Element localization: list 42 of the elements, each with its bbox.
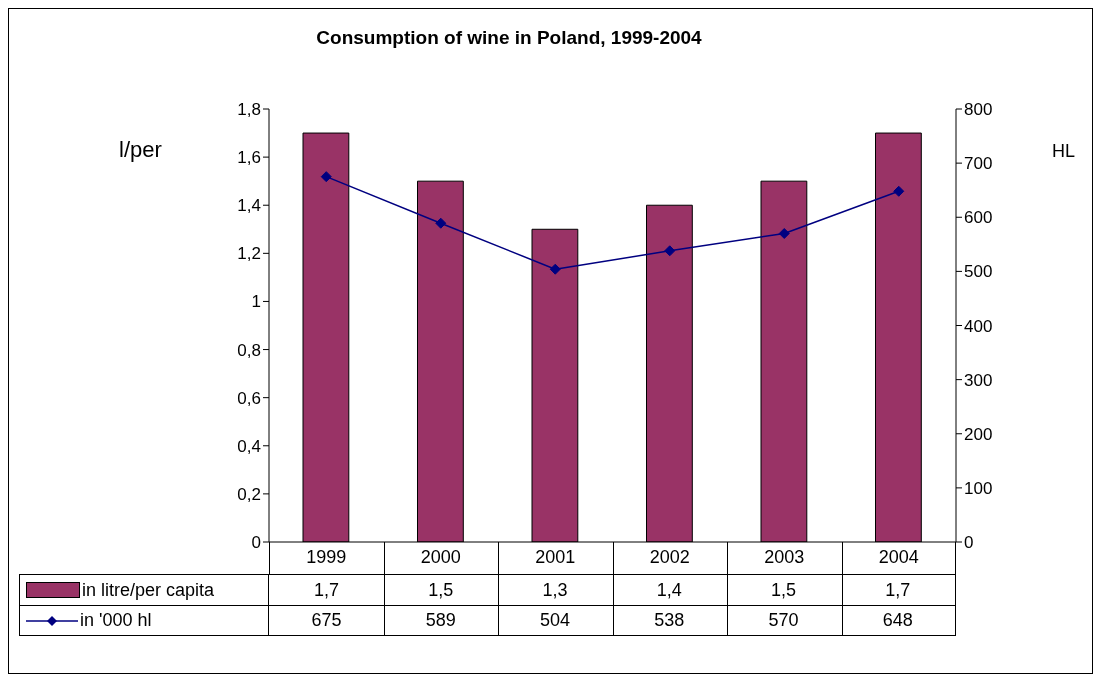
data-label: 1,7 <box>884 579 912 601</box>
data-label: 538 <box>653 610 686 631</box>
x-tick-label: 2000 <box>420 546 461 567</box>
data-label: 1,7 <box>313 579 341 601</box>
y2-tick-label: 400 <box>964 316 993 336</box>
y2-tick-label: 800 <box>964 100 993 120</box>
x-tick-label: 2004 <box>878 546 919 567</box>
y-tick-label: 1,2 <box>237 244 261 264</box>
data-label: 1,5 <box>770 579 798 601</box>
y-axis-title: l/per <box>119 137 162 163</box>
data-label: 1,3 <box>541 579 569 601</box>
y2-tick-label: 300 <box>964 370 993 390</box>
legend-label: in '000 hl <box>80 610 152 631</box>
y2-tick-label: 700 <box>964 154 993 174</box>
data-label: 648 <box>881 610 914 631</box>
y2-tick-label: 200 <box>964 424 993 444</box>
x-tick-label: 2002 <box>649 546 690 567</box>
x-tick-label: 1999 <box>306 546 347 567</box>
y-tick-label: 0,4 <box>237 436 261 456</box>
y-tick-label: 1,8 <box>237 100 261 120</box>
y2-tick-label: 0 <box>964 533 974 553</box>
chart-title: Consumption of wine in Poland, 1999-2004 <box>315 27 703 49</box>
data-label: 589 <box>424 610 457 631</box>
legend-label: in litre/per capita <box>82 579 215 601</box>
y-tick-label: 0,6 <box>237 388 261 408</box>
data-label: 1,4 <box>655 579 683 601</box>
y-tick-label: 0,2 <box>237 484 261 504</box>
x-tick-label: 2001 <box>535 546 576 567</box>
y-tick-label: 1 <box>251 292 261 312</box>
y-tick-label: 0 <box>251 533 261 553</box>
y-tick-label: 1,4 <box>237 196 261 216</box>
y2-tick-label: 100 <box>964 478 993 498</box>
data-label: 504 <box>539 610 572 631</box>
x-tick-label: 2003 <box>764 546 805 567</box>
data-label: 1,5 <box>427 579 455 601</box>
y-tick-label: 1,6 <box>237 148 261 168</box>
y2-axis-title: HL <box>1052 141 1076 162</box>
y-tick-label: 0,8 <box>237 340 261 360</box>
y2-tick-label: 600 <box>964 208 993 228</box>
y2-tick-label: 500 <box>964 262 993 282</box>
data-label: 675 <box>310 610 343 631</box>
data-label: 570 <box>767 610 800 631</box>
